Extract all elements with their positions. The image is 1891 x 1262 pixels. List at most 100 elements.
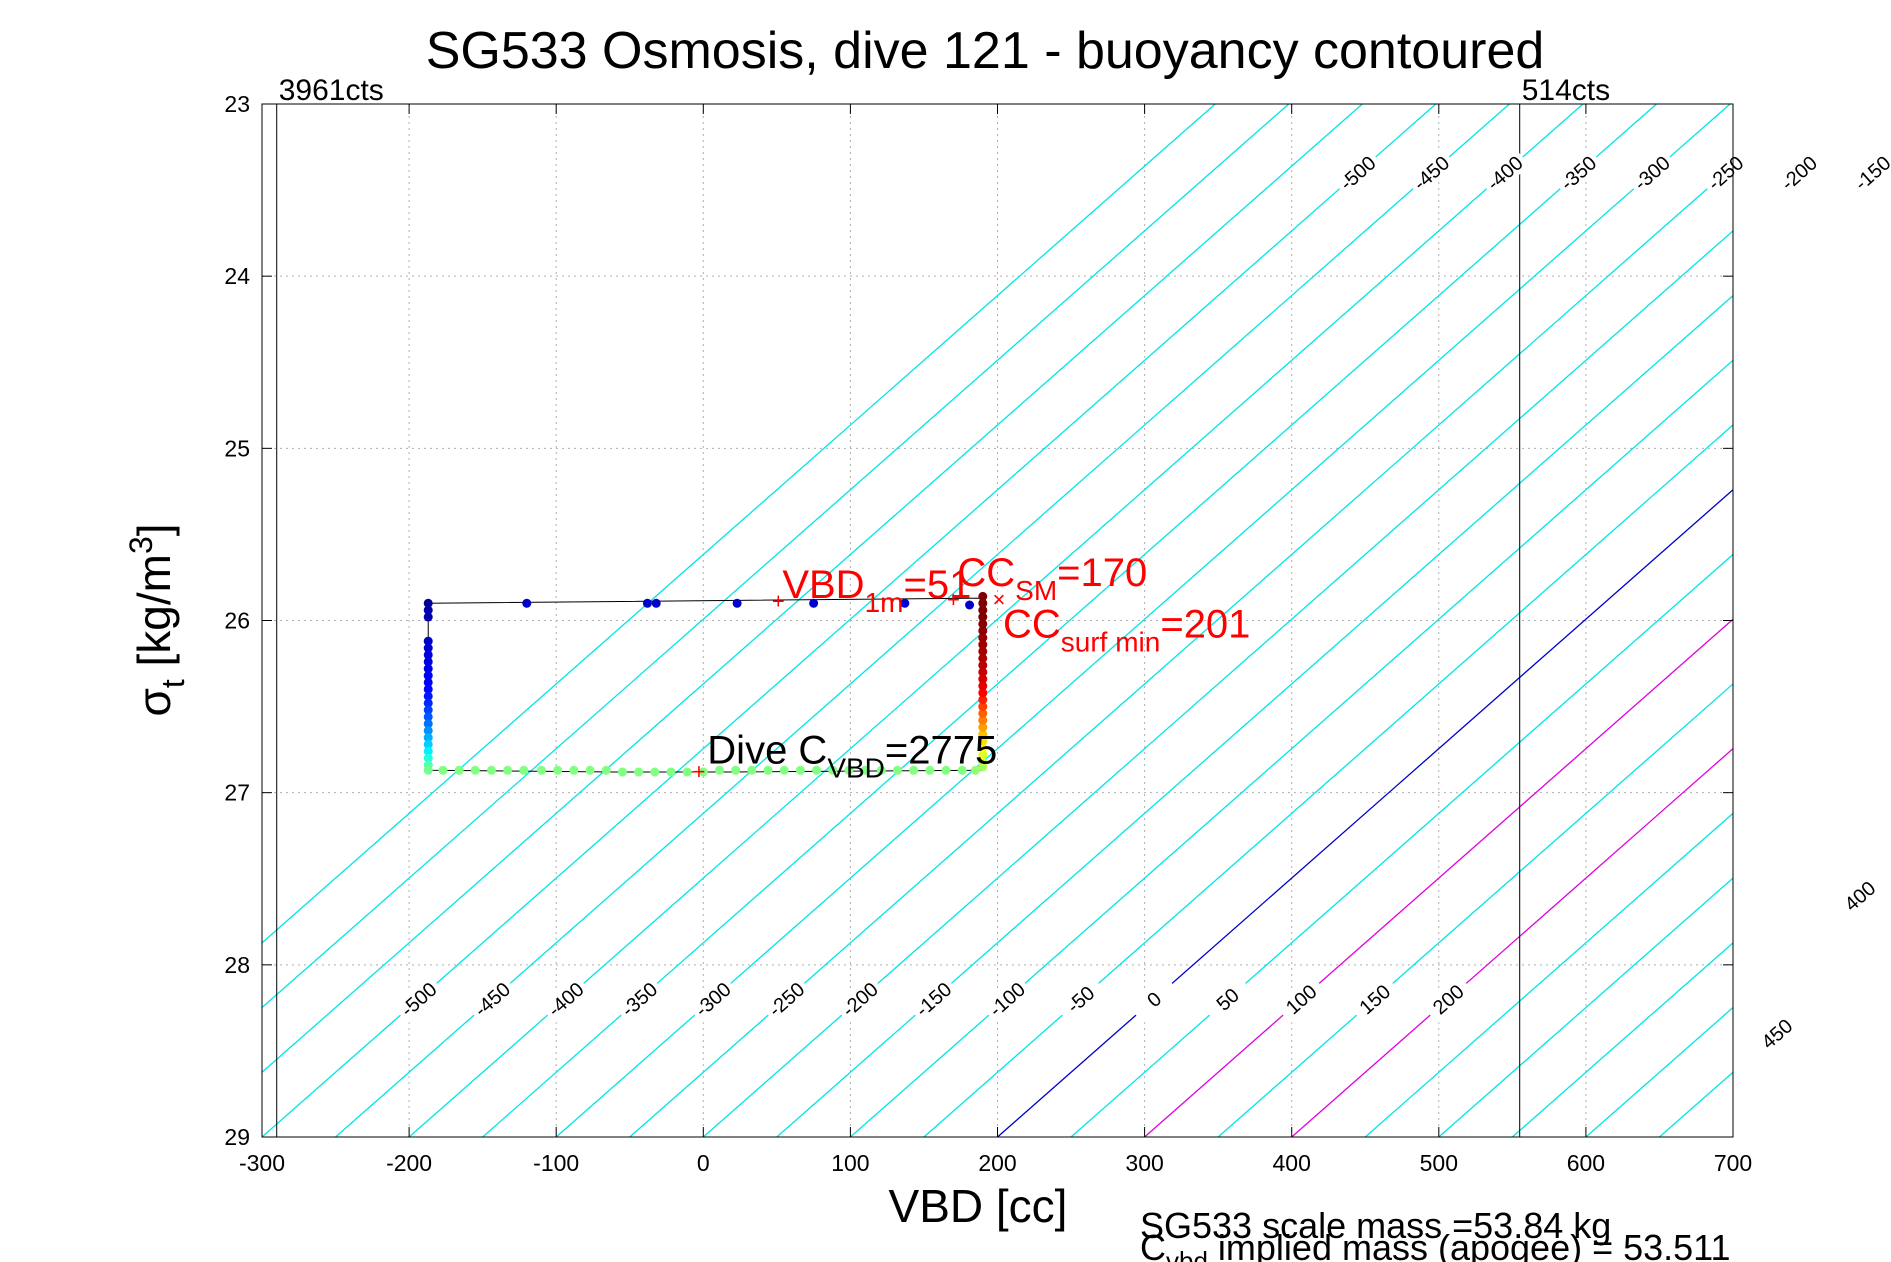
y-axis-label: σt [kg/m3] <box>123 523 191 716</box>
data-point <box>423 733 433 743</box>
contour-line <box>1070 553 1733 1137</box>
data-point <box>423 739 433 749</box>
contour-label-bg <box>1053 973 1106 1024</box>
data-point <box>470 765 480 775</box>
data-point <box>978 612 988 622</box>
contour-labels: -500-450-400-350-300-250-200-150-100-500… <box>391 147 1891 1058</box>
contour-label: -350 <box>1551 147 1604 197</box>
markers: + + × + <box>692 587 1005 784</box>
annotation-value: =2775 <box>885 728 997 772</box>
footer-c: C <box>1140 1227 1166 1262</box>
contour-label-bg <box>1421 973 1474 1024</box>
annotation-subscript: VBD <box>827 752 885 783</box>
x-tick-label: 200 <box>978 1150 1016 1176</box>
data-point <box>978 674 988 684</box>
data-point <box>503 765 513 775</box>
contour-line <box>262 104 1216 944</box>
annotation: CCsurf min=201 <box>1003 603 1250 658</box>
data-point <box>423 643 433 653</box>
contour-line <box>1291 747 1733 1137</box>
annotation-subscript: surf min <box>1061 627 1161 658</box>
contour-line <box>262 104 1437 1137</box>
x-tick-label: -300 <box>239 1150 285 1176</box>
contour-line <box>1217 683 1733 1137</box>
data-point <box>698 767 708 777</box>
y-tick-label: 27 <box>224 780 250 806</box>
count-line-label: 514cts <box>1522 74 1610 107</box>
data-point <box>978 750 988 760</box>
contour-line <box>335 104 1510 1137</box>
contour-line <box>1511 941 1733 1137</box>
contour-line <box>262 104 1363 1074</box>
data-point <box>650 767 660 777</box>
x-tick-label: 300 <box>1125 1150 1163 1176</box>
contour-label-bg <box>1698 147 1751 197</box>
contour-line <box>1438 877 1733 1137</box>
data-point <box>844 765 854 775</box>
annotation-main: Dive C <box>707 728 827 772</box>
contour-label-bg <box>686 973 738 1024</box>
contour-line <box>997 488 1733 1137</box>
data-point <box>423 684 433 694</box>
chart-title: SG533 Osmosis, dive 121 - buoyancy conto… <box>426 22 1545 80</box>
data-point <box>438 765 448 775</box>
data-point <box>423 598 433 608</box>
data-point <box>978 667 988 677</box>
data-point <box>900 598 910 608</box>
data-point <box>892 765 902 775</box>
contour-label-bg <box>1478 147 1530 197</box>
data-point <box>585 765 595 775</box>
data-point <box>978 757 988 767</box>
y-label-subscript: t <box>155 679 191 688</box>
annotation-subscript: 1m <box>865 587 904 618</box>
contour-label-bg <box>1274 973 1327 1024</box>
data-point <box>423 705 433 715</box>
data-point <box>978 688 988 698</box>
data-point <box>423 719 433 729</box>
y-label-superscript: 3 <box>123 536 159 554</box>
contour-label-bg <box>391 973 444 1024</box>
contour-line <box>629 165 1733 1137</box>
marker: + <box>947 587 960 612</box>
data-point <box>423 677 433 687</box>
data-point <box>965 600 975 610</box>
data-points <box>423 591 988 777</box>
data-point <box>423 691 433 701</box>
contour-line <box>408 104 1584 1137</box>
data-point <box>978 743 988 753</box>
data-point <box>423 712 433 722</box>
data-point <box>666 767 676 777</box>
footer-scale-mass: SG533 scale mass =53.84 kg <box>1140 1205 1611 1246</box>
y-label-unit: [kg/m <box>128 554 180 679</box>
data-point <box>747 765 757 775</box>
data-point <box>536 765 546 775</box>
data-point <box>423 753 433 763</box>
data-point <box>423 726 433 736</box>
y-tick-label: 26 <box>224 608 250 634</box>
footer-implied-mass: Cvbd implied mass (apogee) = 53.511 <box>1140 1227 1731 1262</box>
data-point <box>941 765 951 775</box>
contour-label-bg <box>1845 147 1891 197</box>
x-tick-label: -200 <box>386 1150 432 1176</box>
contour-label: 0 <box>1127 973 1180 1024</box>
data-point <box>978 702 988 712</box>
x-tick-label: 400 <box>1273 1150 1311 1176</box>
data-point <box>978 729 988 739</box>
data-point <box>642 598 652 608</box>
data-point <box>978 619 988 629</box>
contour-label-bg <box>539 973 591 1024</box>
data-point <box>423 612 433 622</box>
contour-label-bg <box>1772 147 1825 197</box>
footer-value: implied mass (apogee) = 53.511 <box>1208 1227 1731 1262</box>
data-point <box>795 765 805 775</box>
data-point <box>682 767 692 777</box>
data-point <box>601 765 611 775</box>
data-point <box>423 765 433 775</box>
data-point <box>423 657 433 667</box>
data-point <box>978 695 988 705</box>
annotation-value: =170 <box>1057 551 1147 595</box>
contour-line <box>849 359 1733 1137</box>
annotation-subscript: SM <box>1015 575 1057 606</box>
y-tick-label: 29 <box>224 1124 250 1150</box>
